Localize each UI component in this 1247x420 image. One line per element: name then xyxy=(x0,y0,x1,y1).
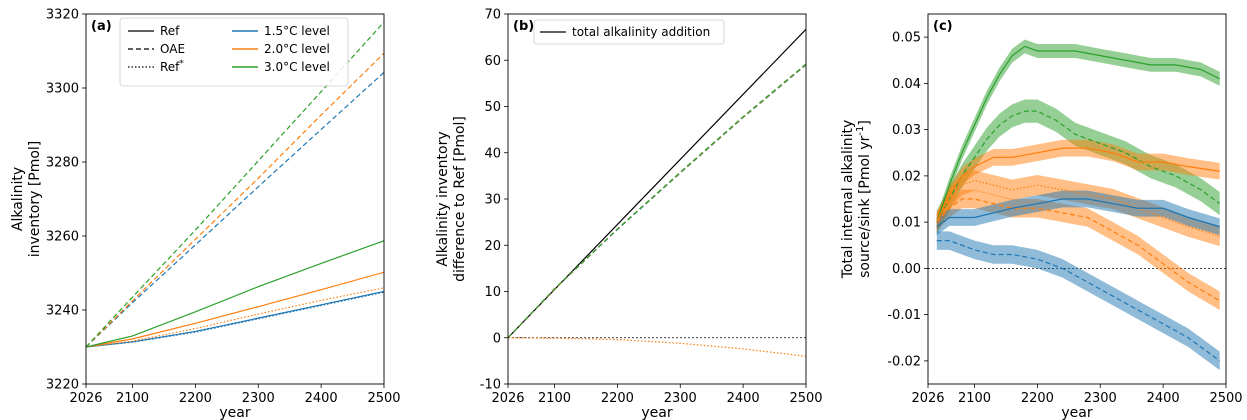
y-tick-label: 0.04 xyxy=(892,77,921,92)
series-line-a-4 xyxy=(86,287,384,348)
panel-c: 2026 2100 2200 2300 2400 2500 -0.02 -0.01 0.00 0.… xyxy=(840,13,1243,420)
series-line-b-4 xyxy=(508,337,806,357)
y-axis-label: Total internal alkalinitysource/sink [Pm… xyxy=(840,120,873,280)
y-tick-label: 0.05 xyxy=(892,31,921,46)
y-tick-label: 0.03 xyxy=(892,123,921,138)
series-line-c-0 xyxy=(936,45,1220,223)
panel-label: (c) xyxy=(933,19,953,34)
y-tick-label: 3220 xyxy=(46,378,79,393)
y-tick-label: 3260 xyxy=(46,230,79,245)
legend-box xyxy=(533,19,725,45)
y-tick-label: 20 xyxy=(484,239,501,254)
x-tick-label: 2100 xyxy=(538,391,571,406)
legend-box xyxy=(119,17,349,87)
legend: Ref OAE Ref* 1.5°C level 2.0°C level 3.0°C le… xyxy=(119,17,349,87)
series-line-a-3 xyxy=(86,271,384,348)
x-tick-label: 2100 xyxy=(116,391,149,406)
y-tick-label: 50 xyxy=(484,100,501,115)
x-tick-label: 2500 xyxy=(789,391,822,406)
axes-frame xyxy=(927,13,1227,385)
panel-label: (a) xyxy=(91,19,112,34)
y-tick-label: 0.01 xyxy=(892,216,921,231)
y-axis-label-line: Alkalinity xyxy=(10,167,26,231)
x-tick-label: 2200 xyxy=(601,391,634,406)
axes-frame xyxy=(85,13,385,385)
y-tick-label: -0.02 xyxy=(887,354,921,369)
x-tick-label: 2400 xyxy=(727,391,760,406)
series-line-a-5 xyxy=(86,52,384,348)
x-tick-label: 2026 xyxy=(911,391,944,406)
y-tick-label: 30 xyxy=(484,193,501,208)
series-line-b-2 xyxy=(508,63,806,339)
legend-label: 3.0°C level xyxy=(264,60,330,74)
legend-label: Ref* xyxy=(160,59,184,74)
panel-label: (b) xyxy=(513,19,534,34)
series-line-c-5 xyxy=(936,198,1220,228)
x-tick-label: 2500 xyxy=(1209,391,1242,406)
series-band-c-3 xyxy=(936,170,1220,247)
y-axis-label-line: source/sink [Pmol yr-1] xyxy=(855,120,873,278)
y-axis-label-line: Total internal alkalinity xyxy=(840,120,856,280)
legend-label: 1.5°C level xyxy=(264,24,330,38)
panel-b: 2026 2100 2200 2300 2400 2500 -10 0 10 20 30 40 50 60… xyxy=(435,8,823,420)
x-tick-label: 2500 xyxy=(367,391,400,406)
y-tick-label: -10 xyxy=(480,378,501,393)
y-tick-label: 60 xyxy=(484,54,501,69)
y-tick-label: 70 xyxy=(484,8,501,23)
series-line-a-2 xyxy=(86,72,384,348)
series-line-c-3 xyxy=(936,179,1220,237)
plot-area-b xyxy=(508,28,806,357)
x-tick-label: 2200 xyxy=(179,391,212,406)
series-line-a-1 xyxy=(86,291,384,348)
x-tick-label: 2300 xyxy=(1084,391,1117,406)
series-band-c-6 xyxy=(936,231,1220,371)
y-tick-label: 0.00 xyxy=(892,262,921,277)
y-tick-label: 3300 xyxy=(46,82,79,97)
series-band-c-5 xyxy=(936,190,1220,236)
x-tick-label: 2200 xyxy=(1021,391,1054,406)
legend-label: Ref xyxy=(160,24,180,38)
y-tick-label: 10 xyxy=(484,285,501,300)
x-axis-label: year xyxy=(1061,405,1092,420)
series-band-c-4 xyxy=(936,189,1220,310)
y-axis-label-line: inventory [Pmol] xyxy=(27,141,43,258)
y-axis-label: Alkalinity inventorydifference to Ref [P… xyxy=(435,116,468,282)
series-line-c-2 xyxy=(936,147,1220,223)
x-axis-label: year xyxy=(641,405,672,420)
y-tick-label: 3240 xyxy=(46,304,79,319)
series-line-a-6 xyxy=(86,240,384,348)
x-tick-label: 2026 xyxy=(69,391,102,406)
y-tick-label: 3320 xyxy=(46,8,79,23)
y-tick-label: 40 xyxy=(484,146,501,161)
y-tick-label: 0 xyxy=(493,331,501,346)
y-axis-label-line: Alkalinity inventory xyxy=(435,131,451,266)
x-tick-label: 2026 xyxy=(491,391,524,406)
plot-area-c xyxy=(928,39,1226,371)
x-tick-label: 2400 xyxy=(1147,391,1180,406)
x-tick-label: 2400 xyxy=(305,391,338,406)
legend-label: OAE xyxy=(160,42,185,56)
panel-a: 2026 2100 2200 2300 2400 2500 3220 3240 3260 3280… xyxy=(10,8,401,420)
legend: total alkalinity addition xyxy=(533,19,725,45)
x-tick-label: 2300 xyxy=(664,391,697,406)
series-line-c-4 xyxy=(936,198,1221,302)
series-line-b-1 xyxy=(508,64,806,339)
x-tick-label: 2300 xyxy=(242,391,275,406)
y-tick-label: -0.01 xyxy=(887,308,921,323)
series-line-c-6 xyxy=(936,240,1221,362)
x-axis-label: year xyxy=(219,405,250,420)
y-tick-label: 3280 xyxy=(46,156,79,171)
legend-label: total alkalinity addition xyxy=(572,25,710,39)
series-line-b-3 xyxy=(508,63,806,339)
y-axis-label: Alkalinityinventory [Pmol] xyxy=(10,141,43,258)
series-line-b-0 xyxy=(508,28,806,339)
y-tick-label: 0.02 xyxy=(892,169,921,184)
x-tick-label: 2100 xyxy=(958,391,991,406)
legend-label: 2.0°C level xyxy=(264,42,330,56)
series-line-c-1 xyxy=(936,110,1221,223)
axes-frame xyxy=(507,13,807,385)
y-axis-label-line: difference to Ref [Pmol] xyxy=(452,116,468,282)
